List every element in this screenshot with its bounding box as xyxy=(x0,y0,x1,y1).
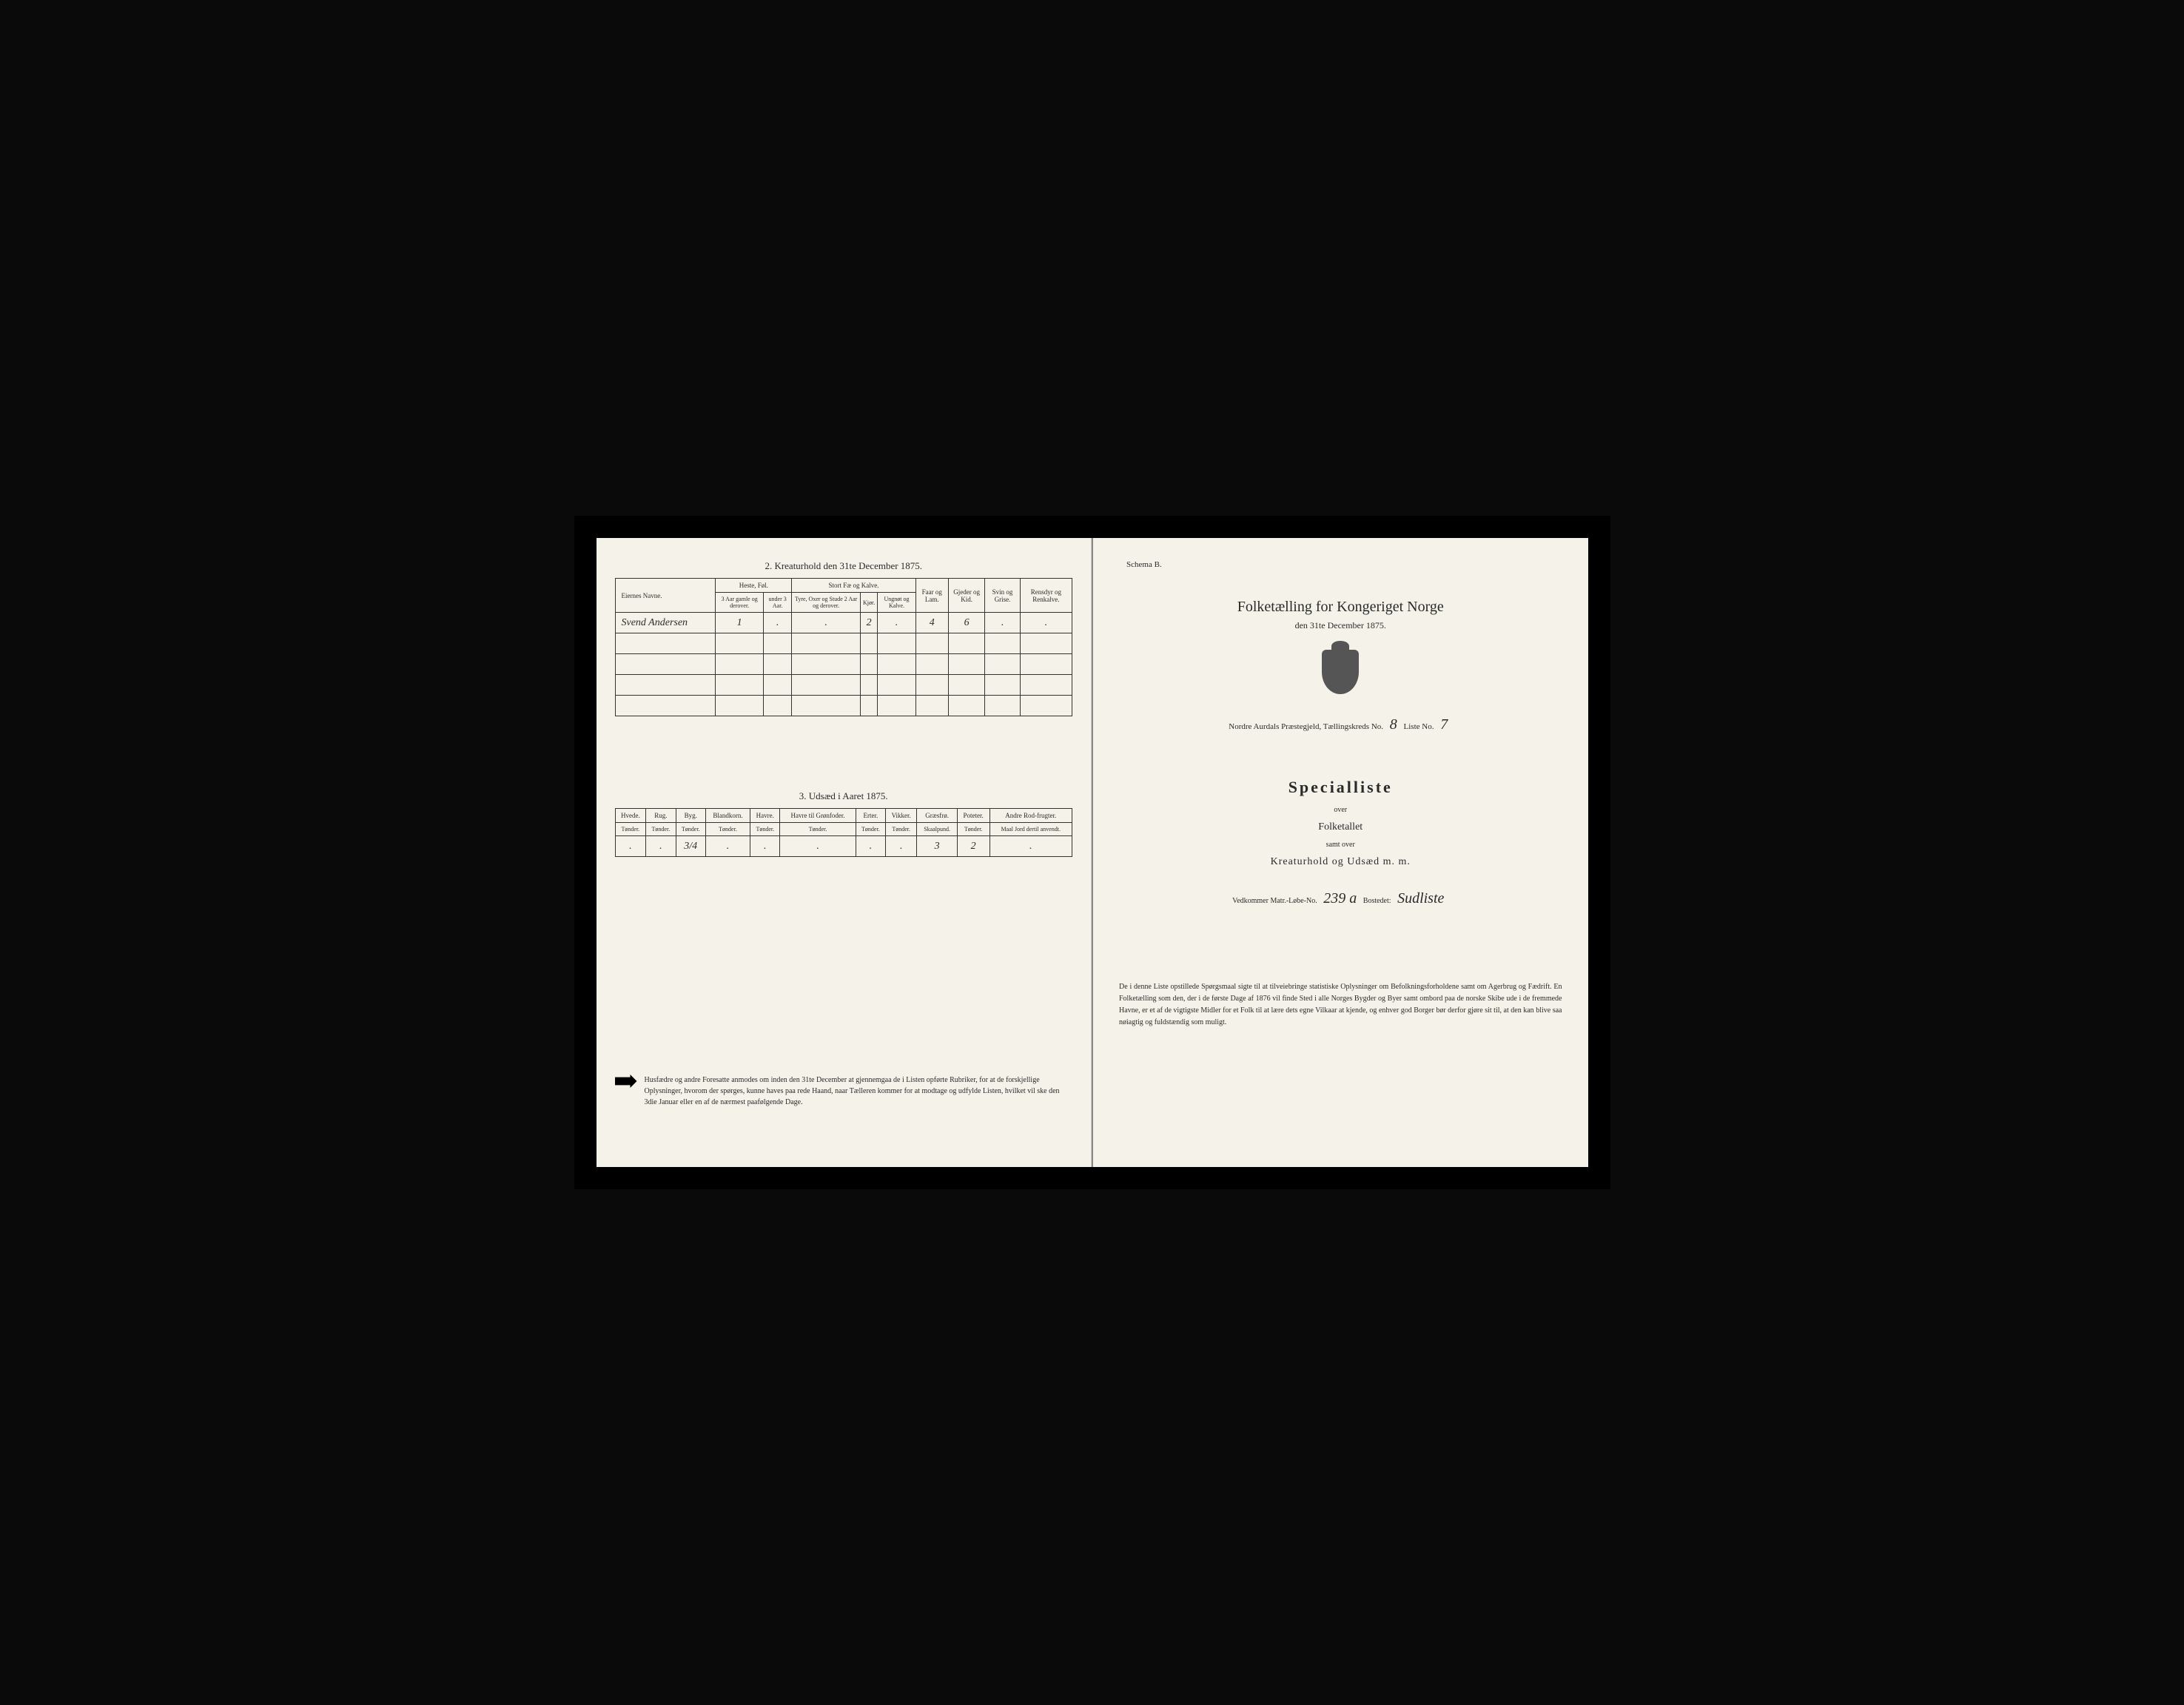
th-unit: Tønder. xyxy=(646,823,676,836)
bostedet: Sudliste xyxy=(1397,890,1444,907)
specialliste-heading: Specialliste xyxy=(1112,778,1570,797)
cell-val: . xyxy=(750,836,780,857)
th-unit: Tønder. xyxy=(780,823,856,836)
th-goats: Gjeder og Kid. xyxy=(948,579,985,613)
th-horses: Heste, Føl. xyxy=(716,579,792,593)
cell-val: 3 xyxy=(917,836,958,857)
th-unit: Maal Jord dertil anvendt. xyxy=(989,823,1072,836)
matr-prefix: Vedkommer Matr.-Løbe-No. xyxy=(1232,897,1317,905)
matr-line: Vedkommer Matr.-Løbe-No. 239 a Bostedet:… xyxy=(1112,890,1570,907)
page-spread: 2. Kreaturhold den 31te December 1875. E… xyxy=(597,538,1588,1167)
th-cattle-bulls: Tyre, Oxer og Stude 2 Aar og derover. xyxy=(792,593,861,613)
kreaturhold-line: Kreaturhold og Udsæd m. m. xyxy=(1112,856,1570,868)
cell-val: . xyxy=(1020,613,1072,633)
th-cattle-young: Ungnøt og Kalve. xyxy=(878,593,916,613)
table-row: . . 3/4 . . . . . 3 2 . xyxy=(615,836,1072,857)
bostedet-label: Bostedet: xyxy=(1363,897,1391,905)
th-wheat: Hvede. xyxy=(615,809,646,823)
th-mixed: Blandkorn. xyxy=(705,809,750,823)
cell-owner: Svend Andersen xyxy=(615,613,716,633)
cell-val: . xyxy=(615,836,646,857)
livestock-table: Eiernes Navne. Heste, Føl. Stort Fæ og K… xyxy=(615,578,1073,716)
cell-val: . xyxy=(878,613,916,633)
th-cattle: Stort Fæ og Kalve. xyxy=(792,579,915,593)
right-page: Schema B. Folketælling for Kongeriget No… xyxy=(1093,538,1588,1167)
cell-val: . xyxy=(856,836,885,857)
th-grass: Græsfrø. xyxy=(917,809,958,823)
table-row xyxy=(615,633,1072,654)
th-peas: Erter. xyxy=(856,809,885,823)
table-row xyxy=(615,675,1072,696)
cell-val: 1 xyxy=(716,613,764,633)
coat-of-arms-icon xyxy=(1322,650,1359,694)
cell-val: 6 xyxy=(948,613,985,633)
schema-label: Schema B. xyxy=(1126,560,1570,569)
th-unit: Tønder. xyxy=(676,823,705,836)
liste-no: 7 xyxy=(1440,716,1448,733)
th-reindeer: Rensdyr og Renkalve. xyxy=(1020,579,1072,613)
cell-val: . xyxy=(792,613,861,633)
cell-val: . xyxy=(985,613,1020,633)
cell-val: 4 xyxy=(915,613,948,633)
th-owner-name: Eiernes Navne. xyxy=(615,579,716,613)
th-vetch: Vikker. xyxy=(886,809,917,823)
matr-no: 239 a xyxy=(1323,890,1357,907)
over-text: over xyxy=(1112,806,1570,814)
liste-label: Liste No. xyxy=(1404,722,1434,731)
table-row xyxy=(615,696,1072,716)
footer-text: Husfædre og andre Foresatte anmodes om i… xyxy=(645,1075,1073,1108)
th-rye: Rug. xyxy=(646,809,676,823)
district-line: Nordre Aurdals Præstegjeld, Tællingskred… xyxy=(1112,716,1570,733)
th-pigs: Svin og Grise. xyxy=(985,579,1020,613)
table-row: Svend Andersen 1 . . 2 . 4 6 . . xyxy=(615,613,1072,633)
cell-val: . xyxy=(780,836,856,857)
folketallet: Folketallet xyxy=(1112,821,1570,833)
th-cattle-cows: Kjør. xyxy=(861,593,878,613)
samt-over: samt over xyxy=(1112,841,1570,849)
date-line: den 31te December 1875. xyxy=(1112,620,1570,631)
section2-title: 2. Kreaturhold den 31te December 1875. xyxy=(615,560,1073,572)
th-unit: Tønder. xyxy=(886,823,917,836)
left-page: 2. Kreaturhold den 31te December 1875. E… xyxy=(597,538,1092,1167)
cell-val: . xyxy=(989,836,1072,857)
th-unit: Tønder. xyxy=(705,823,750,836)
th-unit: Tønder. xyxy=(750,823,780,836)
th-unit: Tønder. xyxy=(957,823,989,836)
th-unit: Tønder. xyxy=(856,823,885,836)
th-oats: Havre. xyxy=(750,809,780,823)
district-prefix: Nordre Aurdals Præstegjeld, Tællingskred… xyxy=(1229,722,1383,731)
section3-title: 3. Udsæd i Aaret 1875. xyxy=(615,790,1073,802)
th-barley: Byg. xyxy=(676,809,705,823)
cell-val: . xyxy=(886,836,917,857)
document-frame: 2. Kreaturhold den 31te December 1875. E… xyxy=(574,516,1610,1189)
th-unit: Tønder. xyxy=(615,823,646,836)
cell-val: 2 xyxy=(861,613,878,633)
left-footer-note: Husfædre og andre Foresatte anmodes om i… xyxy=(615,1075,1073,1108)
right-footer-text: De i denne Liste opstillede Spørgsmaal s… xyxy=(1112,981,1570,1029)
cell-val: . xyxy=(764,613,792,633)
th-horses-under3: under 3 Aar. xyxy=(764,593,792,613)
th-roots: Andre Rod-frugter. xyxy=(989,809,1072,823)
seed-table: Hvede. Rug. Byg. Blandkorn. Havre. Havre… xyxy=(615,808,1073,857)
cell-val: 2 xyxy=(957,836,989,857)
th-sheep: Faar og Lam. xyxy=(915,579,948,613)
th-oats-fodder: Havre til Grønfoder. xyxy=(780,809,856,823)
th-horses-3plus: 3 Aar gamle og derover. xyxy=(716,593,764,613)
table-row xyxy=(615,654,1072,675)
th-potatoes: Poteter. xyxy=(957,809,989,823)
cell-val: 3/4 xyxy=(676,836,705,857)
cell-val: . xyxy=(646,836,676,857)
kreds-no: 8 xyxy=(1390,716,1397,733)
cell-val: . xyxy=(705,836,750,857)
main-title: Folketælling for Kongeriget Norge xyxy=(1112,599,1570,616)
th-unit: Skaalpund. xyxy=(917,823,958,836)
pointing-hand-icon xyxy=(615,1075,637,1088)
